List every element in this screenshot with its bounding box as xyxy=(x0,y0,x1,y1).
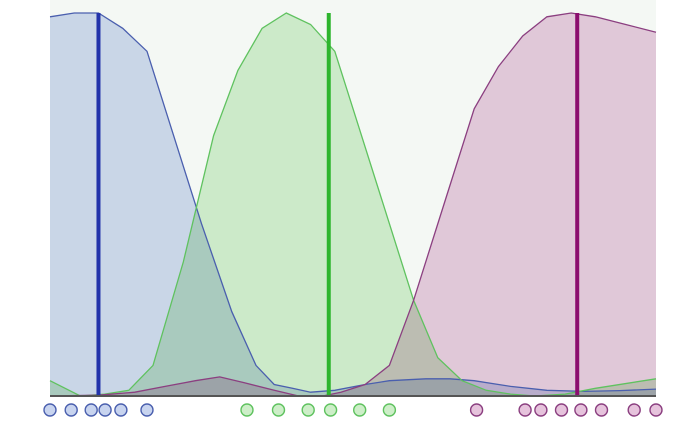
sample-point-green xyxy=(271,403,286,417)
sample-point-magenta xyxy=(554,403,569,417)
sample-point-blue xyxy=(114,403,128,417)
sample-point-blue xyxy=(98,403,112,417)
sample-point-magenta xyxy=(649,403,663,417)
sample-point-magenta xyxy=(518,403,532,417)
sample-point-magenta xyxy=(574,403,588,417)
area-outlines xyxy=(49,12,657,397)
sample-point-magenta xyxy=(627,403,641,417)
outline-blue xyxy=(49,12,657,393)
sample-point-green xyxy=(301,403,315,417)
sample-point-blue xyxy=(43,403,57,417)
sample-point-green xyxy=(240,403,254,417)
sample-point-green xyxy=(382,403,397,417)
area-magenta xyxy=(50,13,656,396)
sample-points xyxy=(43,403,663,417)
sample-point-blue xyxy=(84,403,98,417)
outline-magenta xyxy=(49,12,657,397)
sample-point-magenta xyxy=(534,403,548,417)
outline-green xyxy=(49,12,657,397)
sample-point-green xyxy=(323,403,338,417)
sample-point-blue xyxy=(64,403,78,417)
center-lines xyxy=(96,13,580,396)
sample-point-blue xyxy=(140,403,154,417)
sample-point-green xyxy=(353,403,367,417)
sample-point-magenta xyxy=(469,403,484,417)
area-green xyxy=(50,13,656,396)
sample-point-magenta xyxy=(594,403,609,417)
area-fills xyxy=(50,13,656,396)
